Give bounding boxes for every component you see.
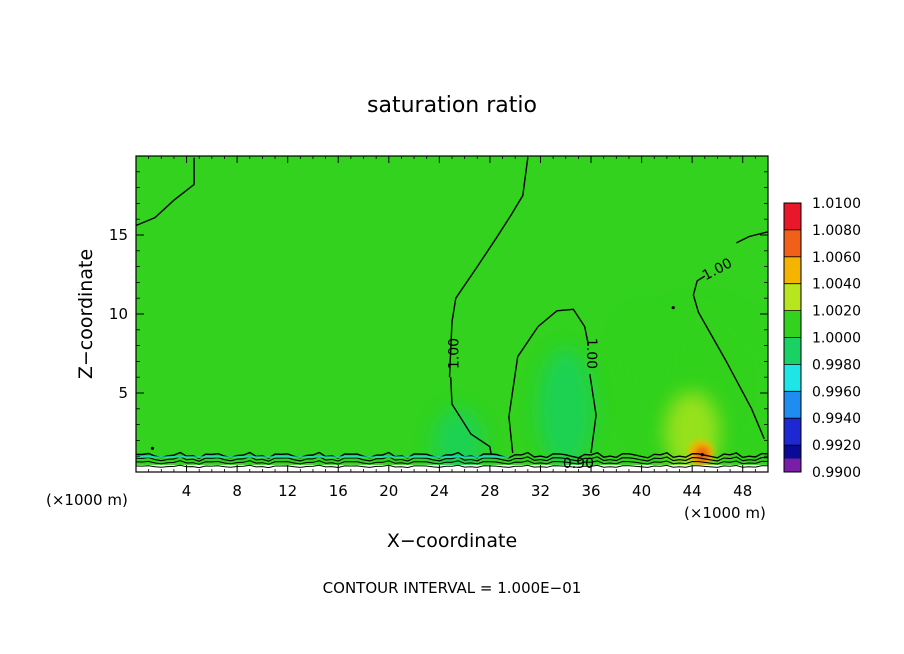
x-axis-label: X−coordinate xyxy=(387,530,517,552)
contour-line xyxy=(448,157,529,378)
colorbar-label: 1.0060 xyxy=(812,250,861,266)
ground-fill xyxy=(136,464,768,472)
x-axis-ticks: 4 8 12 16 20 24 28 32 36 40 44 48 xyxy=(148,156,756,500)
colorbar: 1.0100 1.0080 1.0060 1.0040 1.0020 1.0000 0.99… xyxy=(783,196,861,481)
contour-line xyxy=(508,308,590,454)
contour-line xyxy=(136,157,195,227)
contour-closed-cell xyxy=(700,453,704,457)
x-tick-label: 24 xyxy=(430,482,449,500)
x-tick-label: 4 xyxy=(182,482,192,500)
colorbar-swatch xyxy=(784,310,801,338)
contour-layer xyxy=(136,157,768,457)
contour-closed-cell xyxy=(150,446,155,450)
contour-label: 0.90 xyxy=(563,456,594,472)
colorbar-label: 0.9920 xyxy=(812,438,861,454)
y-axis-label: Z−coordinate xyxy=(75,249,97,379)
contour-line xyxy=(589,373,597,454)
field-anomaly xyxy=(537,348,594,469)
contour-interval-note: CONTOUR INTERVAL = 1.000E−01 xyxy=(323,579,582,597)
field-anomaly xyxy=(617,314,679,409)
colorbar-label: 1.0100 xyxy=(812,196,861,212)
plot-area xyxy=(136,156,768,472)
contour-closed-cell xyxy=(671,306,675,310)
ground-layer xyxy=(136,451,768,472)
y-tick-label: 10 xyxy=(109,305,128,323)
contour-line xyxy=(736,231,768,244)
x-axis-unit-left: (×1000 m) xyxy=(46,491,128,509)
colorbar-label: 0.9940 xyxy=(812,411,861,427)
colorbar-swatch xyxy=(784,391,801,419)
ground-contour-line xyxy=(136,456,768,462)
x-tick-label: 20 xyxy=(379,482,398,500)
x-tick-label: 48 xyxy=(733,482,752,500)
x-tick-label: 12 xyxy=(278,482,297,500)
colorbar-label: 1.0040 xyxy=(812,277,861,293)
colorbar-swatch xyxy=(784,458,801,472)
colorbar-label: 0.9980 xyxy=(812,357,861,373)
colorbar-label: 1.0080 xyxy=(812,223,861,239)
y-tick-label: 5 xyxy=(118,384,128,402)
colorbar-swatch xyxy=(784,256,801,284)
colorbar-label: 0.9900 xyxy=(812,465,861,481)
x-tick-label: 8 xyxy=(232,482,242,500)
ground-contour-line xyxy=(136,451,768,460)
x-tick-label: 32 xyxy=(531,482,550,500)
x-tick-label: 16 xyxy=(329,482,348,500)
colorbar-swatch xyxy=(784,364,801,392)
x-tick-label: 40 xyxy=(632,482,651,500)
ground-contour-line xyxy=(136,460,768,465)
x-axis-unit-right: (×1000 m) xyxy=(684,504,766,522)
colorbar-swatch xyxy=(784,283,801,311)
colorbar-swatch xyxy=(784,418,801,446)
anomaly-layer xyxy=(433,306,768,472)
colorbar-swatch xyxy=(784,203,801,230)
y-tick-label: 15 xyxy=(109,226,128,244)
y-axis-ticks: 5 10 15 xyxy=(109,171,768,457)
colorbar-swatch xyxy=(784,229,801,257)
colorbar-swatch xyxy=(784,337,801,365)
x-tick-label: 28 xyxy=(480,482,499,500)
contour-label: 1.00 xyxy=(447,338,463,369)
ground-contour-line xyxy=(136,464,768,469)
chart-title: saturation ratio xyxy=(367,93,537,118)
contour-label: 1.00 xyxy=(583,338,599,369)
contour-line xyxy=(450,377,492,455)
x-tick-label: 44 xyxy=(683,482,702,500)
colorbar-label: 0.9960 xyxy=(812,384,861,400)
contour-line xyxy=(692,275,765,440)
colorbar-label: 1.0020 xyxy=(812,304,861,320)
colorbar-label: 1.0000 xyxy=(812,331,861,347)
x-tick-label: 36 xyxy=(581,482,600,500)
